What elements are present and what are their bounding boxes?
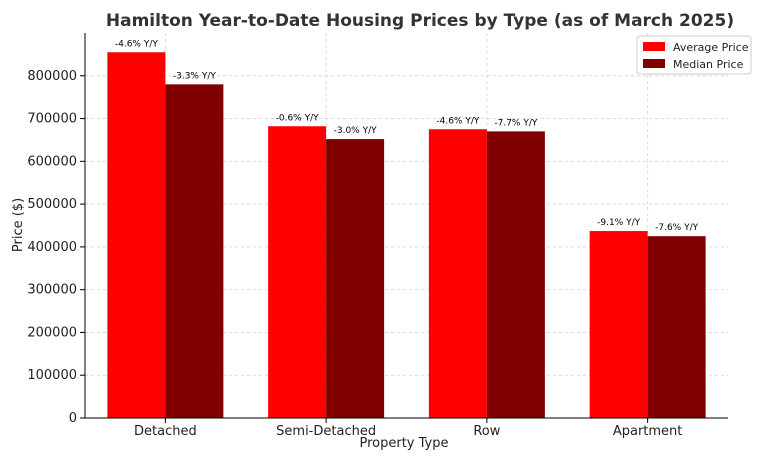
bar-average-price [589, 231, 648, 418]
y-tick-label: 500000 [27, 197, 77, 212]
x-tick-label: Row [473, 424, 500, 439]
bar-annotation: -3.3% Y/Y [173, 71, 217, 81]
y-tick-label: 0 [69, 411, 77, 426]
y-axis: 0 100000 200000 300000 400000 500000 600000 700… [27, 69, 85, 426]
x-tick-label: Apartment [613, 424, 683, 439]
y-tick-label: 700000 [27, 112, 77, 127]
legend-swatch-median-price [643, 59, 665, 68]
bar-median-price [326, 139, 385, 419]
y-tick-label: 200000 [27, 325, 77, 340]
legend-box [636, 35, 752, 75]
bar-annotation: -4.6% Y/Y [436, 116, 480, 126]
y-tick-label: 600000 [27, 154, 77, 169]
bar-median-price [647, 236, 706, 418]
x-axis-title: Property Type [359, 436, 448, 451]
bar-average-price [428, 129, 487, 418]
y-tick-label: 400000 [27, 240, 77, 255]
bar-annotation: -7.7% Y/Y [494, 118, 538, 128]
bar-average-price [268, 126, 327, 418]
x-tick-label: Detached [134, 424, 197, 439]
y-axis-title: Price ($) [11, 198, 26, 252]
bar-annotation: -0.6% Y/Y [276, 113, 320, 123]
bar-annotation: -3.0% Y/Y [334, 126, 378, 136]
legend: Average Price Median Price [636, 35, 752, 75]
bar-annotation: -9.1% Y/Y [597, 218, 641, 228]
x-axis: Detached Semi-Detached Row Apartment [134, 418, 682, 439]
y-tick-label: 100000 [27, 368, 77, 383]
legend-label-average-price: Average Price [673, 41, 749, 54]
bar-annotations: -4.6% Y/Y -3.3% Y/Y -0.6% Y/Y -3.0% Y/Y -4.6… [115, 39, 699, 233]
bar-median-price [486, 131, 545, 418]
bar-average-price [107, 52, 166, 418]
bar-annotation: -7.6% Y/Y [655, 223, 699, 233]
y-tick-label: 800000 [27, 69, 77, 84]
bar-annotation: -4.6% Y/Y [115, 39, 159, 49]
legend-swatch-average-price [643, 42, 665, 51]
y-tick-label: 300000 [27, 283, 77, 298]
legend-label-median-price: Median Price [673, 58, 744, 71]
bar-median-price [165, 84, 224, 418]
chart-title: Hamilton Year-to-Date Housing Prices by … [106, 11, 734, 31]
bars [107, 52, 706, 419]
x-tick-label: Semi-Detached [276, 424, 376, 439]
